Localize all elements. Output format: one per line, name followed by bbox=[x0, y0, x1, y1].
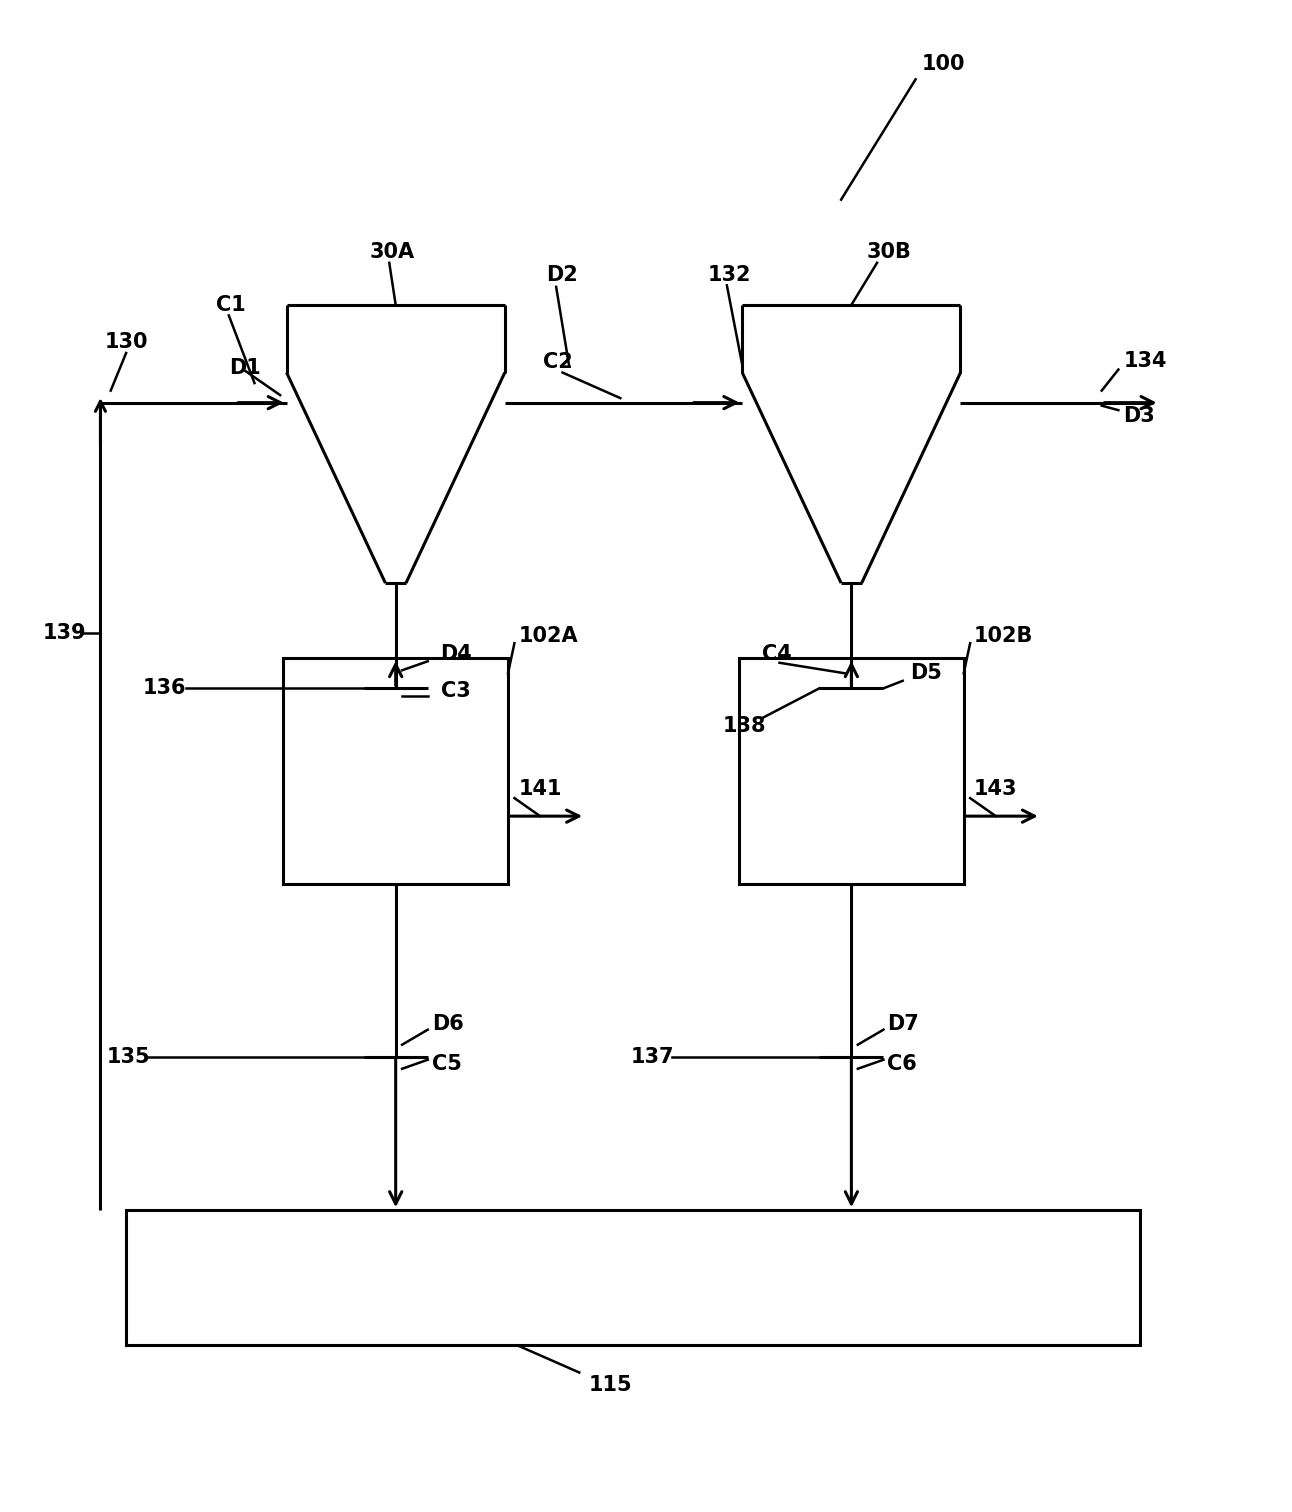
Text: 143: 143 bbox=[974, 779, 1018, 798]
Text: 102B: 102B bbox=[974, 626, 1034, 646]
Text: C1: C1 bbox=[216, 295, 245, 314]
Bar bbox=[283, 658, 508, 885]
Text: D4: D4 bbox=[441, 644, 473, 664]
Text: C6: C6 bbox=[888, 1054, 917, 1074]
Text: 136: 136 bbox=[143, 679, 186, 699]
Text: D2: D2 bbox=[547, 265, 578, 284]
Text: D1: D1 bbox=[229, 358, 261, 378]
Text: 30B: 30B bbox=[867, 242, 912, 262]
Text: 30A: 30A bbox=[370, 242, 415, 262]
Text: 130: 130 bbox=[105, 333, 147, 352]
Text: 135: 135 bbox=[107, 1046, 150, 1067]
Text: D5: D5 bbox=[911, 664, 942, 683]
Text: C4: C4 bbox=[761, 644, 791, 664]
Text: D7: D7 bbox=[888, 1013, 919, 1034]
Text: D3: D3 bbox=[1124, 407, 1155, 426]
Bar bbox=[127, 1210, 1141, 1346]
Bar bbox=[739, 658, 964, 885]
Text: 137: 137 bbox=[630, 1046, 674, 1067]
Text: 115: 115 bbox=[588, 1374, 632, 1394]
Text: 132: 132 bbox=[708, 265, 751, 284]
Text: C3: C3 bbox=[441, 682, 470, 702]
Text: 102A: 102A bbox=[518, 626, 578, 646]
Text: D6: D6 bbox=[432, 1013, 464, 1034]
Text: 100: 100 bbox=[922, 54, 965, 74]
Text: 139: 139 bbox=[43, 623, 87, 643]
Text: 141: 141 bbox=[518, 779, 562, 798]
Text: C2: C2 bbox=[544, 352, 574, 372]
Text: 138: 138 bbox=[724, 715, 766, 736]
Text: C5: C5 bbox=[432, 1054, 461, 1074]
Text: 134: 134 bbox=[1124, 351, 1167, 370]
